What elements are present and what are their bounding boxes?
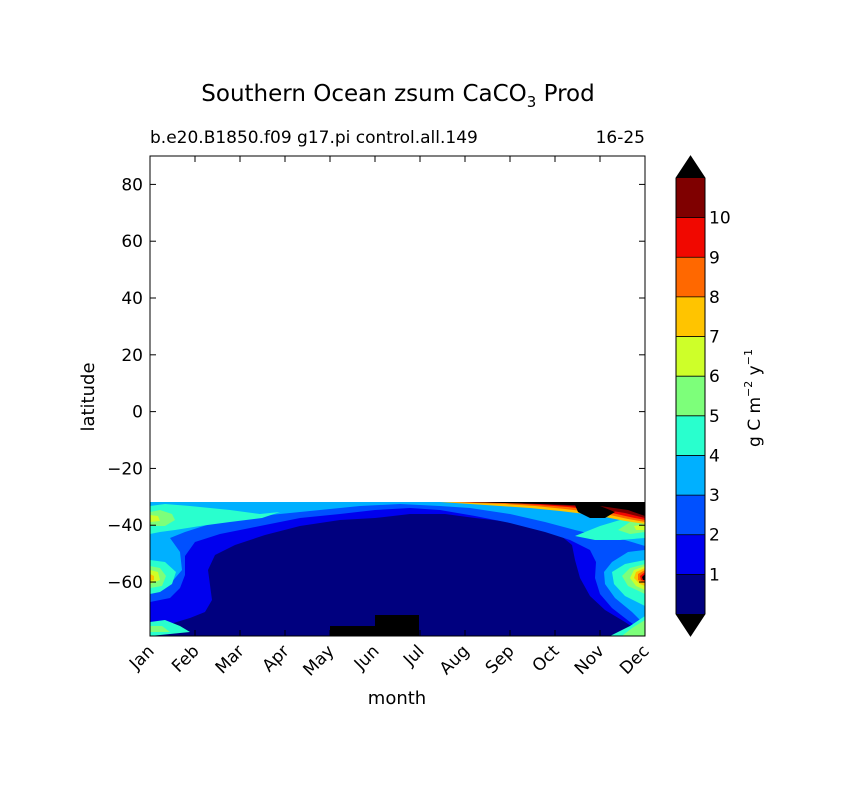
colorbar-label: g C m−2 y−1 xyxy=(742,349,765,447)
contour-level-0-1 xyxy=(150,502,645,636)
colorbar-tick-label: 6 xyxy=(709,367,720,387)
x-tick-label: Nov xyxy=(571,641,609,679)
colorbar-extend-over xyxy=(676,156,705,178)
colorbar-swatch xyxy=(676,257,705,297)
chart-subtitle-left: b.e20.B1850.f09 g17.pi control.all.149 xyxy=(150,128,478,148)
colorbar-swatch xyxy=(676,217,705,258)
chart-title-subscript: 3 xyxy=(527,93,537,111)
plot-frame xyxy=(149,155,646,637)
colorbar-extend-under xyxy=(676,614,705,636)
colorbar-tick-label: 5 xyxy=(709,407,720,427)
y-tick-label: 40 xyxy=(121,289,143,309)
colorbar-label-sup1: −2 xyxy=(742,381,755,397)
colorbar-tick-label: 9 xyxy=(709,248,720,268)
x-tick-label: May xyxy=(300,641,339,680)
colorbar-swatch xyxy=(676,178,705,218)
colorbar-swatch xyxy=(676,534,705,575)
colorbar-tick-label: 4 xyxy=(709,446,720,466)
colorbar-swatch xyxy=(676,415,705,456)
x-tick-label: Mar xyxy=(212,641,249,678)
colorbar-swatch xyxy=(676,336,705,377)
contour-level-over xyxy=(470,502,645,580)
y-tick-label: −20 xyxy=(107,459,143,479)
y-axis-label: latitude xyxy=(78,362,99,431)
colorbar-tick-label: 8 xyxy=(709,288,720,308)
y-tick-label: −60 xyxy=(107,573,143,593)
colorbar-tick-label: 3 xyxy=(709,486,720,506)
colorbar-swatch xyxy=(676,495,705,535)
chart-title-tail: Prod xyxy=(536,81,594,107)
colorbar-tick-label: 1 xyxy=(709,565,720,585)
y-axis: 80 60 40 20 0 −20 −40 −60 xyxy=(107,175,645,593)
colorbar-label-sup2: −1 xyxy=(742,349,755,365)
x-axis-label: month xyxy=(368,688,426,709)
colorbar-tick-label: 7 xyxy=(709,328,720,348)
contour-level-4-5 xyxy=(150,504,645,636)
y-tick-label: 0 xyxy=(132,403,143,423)
plot-area xyxy=(150,156,645,636)
colorbar-swatch xyxy=(676,296,705,337)
x-tick-label: Jun xyxy=(350,641,384,675)
x-tick-label: Dec xyxy=(616,641,653,678)
y-tick-label: 20 xyxy=(121,346,143,366)
contour-level-under xyxy=(330,615,419,636)
colorbar-tick-label: 2 xyxy=(709,526,720,546)
y-tick-label: 60 xyxy=(121,232,143,252)
x-tick-label: Oct xyxy=(529,641,564,676)
colorbar-swatch xyxy=(676,455,705,496)
colorbar: 1 2 3 4 5 6 7 8 9 10 xyxy=(675,155,731,637)
chart-title: Southern Ocean zsum CaCO3 Prod xyxy=(201,81,594,111)
colorbar-swatch xyxy=(676,574,705,614)
y-tick-label: −40 xyxy=(107,516,143,536)
y-tick-label: 80 xyxy=(121,175,143,195)
colorbar-swatch xyxy=(676,376,705,416)
x-tick-label: Sep xyxy=(482,641,519,678)
x-tick-label: Jul xyxy=(399,641,428,670)
x-tick-label: Feb xyxy=(168,641,203,676)
x-tick-label: Aug xyxy=(436,641,474,679)
colorbar-outline xyxy=(675,155,706,637)
colorbar-tick-label: 10 xyxy=(709,209,731,229)
x-tick-label: Apr xyxy=(259,641,294,676)
x-tick-label: Jan xyxy=(125,641,158,674)
chart-subtitle-right: 16-25 xyxy=(596,128,645,148)
colorbar-label-mid: y xyxy=(745,365,765,380)
